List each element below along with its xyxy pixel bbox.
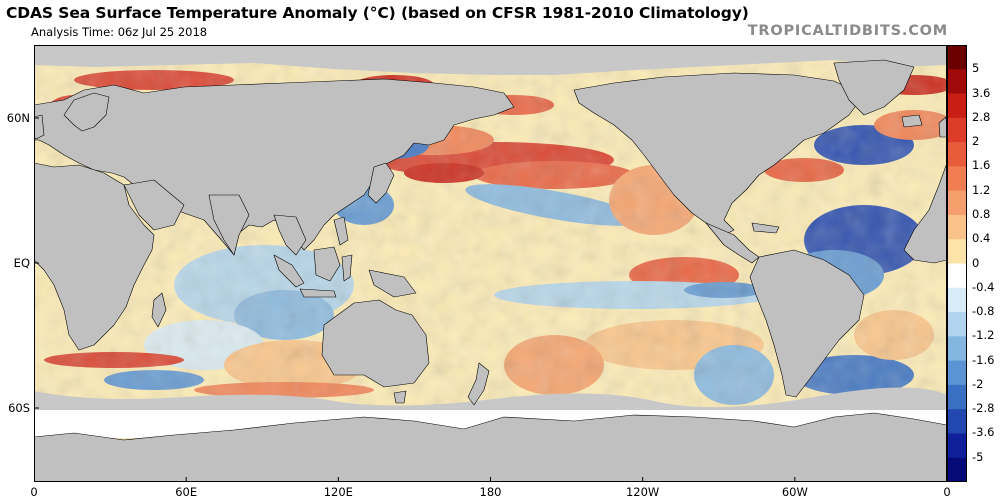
java [299,288,337,298]
colorbar-label: -2 [972,376,984,391]
lat-label: 60N [6,111,30,125]
scandinavia [63,92,110,132]
colorbar-swatch [947,433,967,459]
arabia [123,179,185,231]
colorbar-label: 3.6 [972,85,991,100]
colorbar-label: 0.4 [972,231,991,246]
colorbar-label: -1.6 [972,352,995,367]
colorbar-swatch [947,384,967,410]
colorbar-label: -2.8 [972,401,995,416]
colorbar-swatch [947,45,967,70]
colorbar-swatch [947,93,967,119]
australia [321,299,430,388]
colorbar-label: 0 [972,255,980,270]
colorbar-label: 5 [972,61,980,76]
colorbar-swatch [947,142,967,167]
colorbar-swatch [947,190,967,216]
colorbar [947,45,967,483]
south-america [749,249,865,398]
lat-label: 60S [8,401,30,415]
lon-label: 180 [479,485,502,499]
lon-label: 60W [781,485,808,499]
sulawesi [341,254,353,282]
colorbar-label: -0.4 [972,279,995,294]
colorbar-label: -5 [972,449,984,464]
colorbar-label: 1.6 [972,158,991,173]
southern-ice [34,387,947,415]
colorbar-label: -0.8 [972,304,995,319]
colorbar-swatch [947,457,967,483]
colorbar-label: 0.8 [972,206,991,221]
colorbar-swatch [947,69,967,95]
colorbar-swatch [947,312,967,337]
sumatra [273,254,305,288]
new-zealand [467,362,490,406]
colorbar-swatch [947,263,967,289]
arctic-ice [34,45,947,75]
north-america [573,72,865,236]
lon-label: 0 [943,485,951,499]
philippines [333,216,349,246]
uk [938,116,947,138]
colorbar-swatch [947,336,967,362]
madagascar [151,292,167,328]
colorbar-swatch [947,166,967,192]
lon-label: 0 [30,485,38,499]
colorbar-label: 1.2 [972,182,991,197]
new-guinea [368,269,417,298]
colorbar-swatch [947,287,967,313]
lon-label: 120W [625,485,660,499]
sst-anomaly-map [34,45,947,482]
colorbar-label: -1.2 [972,328,995,343]
colorbar-swatch [947,360,967,386]
lon-label: 120E [323,485,353,499]
lon-label: 60E [175,485,198,499]
japan [367,162,395,204]
eurasia [34,78,515,256]
colorbar-label: -3.6 [972,425,995,440]
lat-label: EQ [13,256,30,270]
colorbar-label: 2.8 [972,109,991,124]
greenland [833,59,915,116]
analysis-time: Analysis Time: 06z Jul 25 2018 [31,25,208,39]
india [208,194,250,256]
central-america [705,222,760,264]
indochina [273,214,307,256]
map-title: CDAS Sea Surface Temperature Anomaly (°C… [6,4,749,22]
colorbar-swatch [947,239,967,264]
colorbar-swatch [947,214,967,240]
antarctica [34,412,947,482]
colorbar-label: 2 [972,134,980,149]
watermark: TROPICALTIDBITS.COM [747,23,948,39]
axis-ticks [34,117,947,482]
colorbar-swatch [947,117,967,143]
colorbar-swatch [947,409,967,434]
continents [34,59,947,406]
africa [34,162,155,351]
borneo [313,246,341,282]
